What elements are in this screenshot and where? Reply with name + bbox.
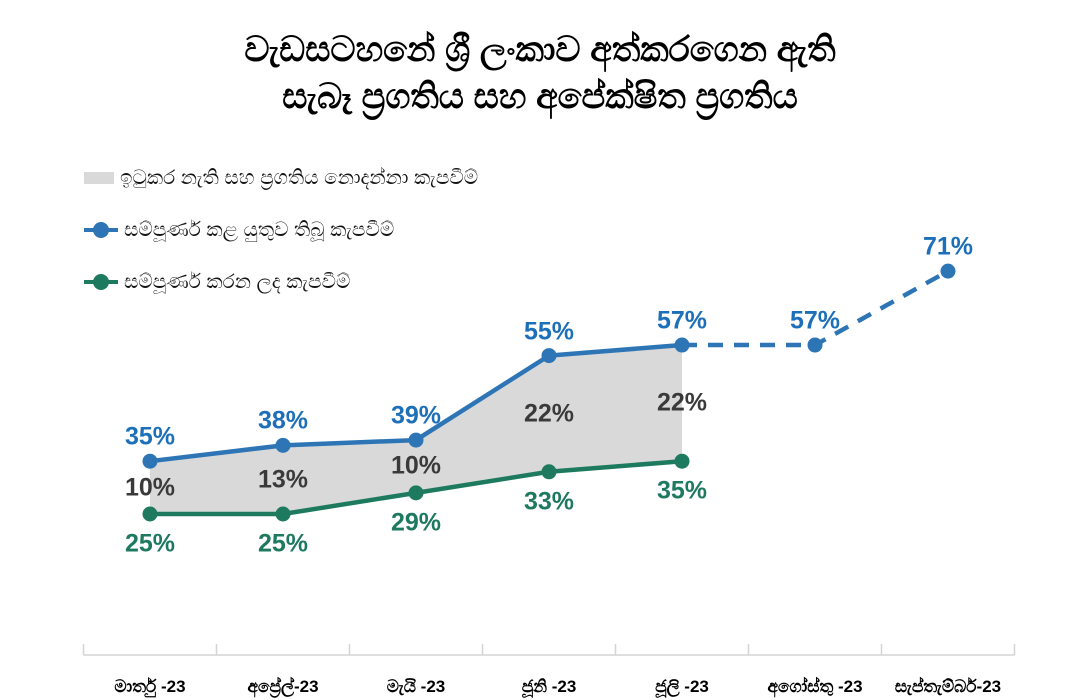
planned-point-6 [940,263,956,279]
completed-value-label-4: 35% [656,476,708,505]
x-axis-label-6: සැප්තැම්බර්-23 [894,677,1002,696]
completed-value-label-3: 33% [523,487,575,516]
legend-line-dot-icon [84,273,118,291]
planned-value-label-4: 57% [656,306,708,335]
planned-point-0 [142,453,158,469]
planned-point-5 [807,337,823,353]
completed-point-4 [674,453,690,469]
gap-value-label-1: 13% [257,465,309,494]
legend: ඉටුකර නැති සහ ප්‍රගතිය නොදන්නා කැපවීම් සම… [84,152,478,308]
chart-title: වැඩසටහනේ ශ්‍රී ලංකාව අත්කරගෙන ඇති සැබෑ ප… [0,26,1080,120]
legend-label-planned: සම්පූර්ණ කළ යුතුව තිබූ කැපවීම් [124,218,395,241]
gap-value-label-2: 10% [390,451,442,480]
planned-point-4 [674,337,690,353]
legend-label-unfinished-unknown: ඉටුකර නැති සහ ප්‍රගතිය නොදන්නා කැපවීම් [120,166,479,189]
x-axis-label-2: මැයි -23 [386,677,446,696]
planned-point-2 [408,432,424,448]
planned-value-label-6: 71% [922,232,974,261]
x-axis-label-5: අගෝස්තු -23 [767,677,863,696]
planned-value-label-3: 55% [523,317,575,346]
completed-point-2 [408,485,424,501]
completed-point-0 [142,506,158,522]
planned-value-label-2: 39% [390,401,442,430]
legend-item-planned: සම්පූර්ණ කළ යුතුව තිබූ කැපවීම් [84,204,478,256]
legend-item-completed: සම්පූර්ණ කරන ලද කැපවීම් [84,256,478,308]
completed-value-label-1: 25% [257,529,309,558]
legend-label-completed: සම්පූර්ණ කරන ලද කැපවීම් [124,270,351,293]
completed-value-label-2: 29% [390,508,442,537]
completed-point-1 [275,506,291,522]
gap-value-label-4: 22% [656,388,708,417]
planned-point-1 [275,437,291,453]
gap-value-label-3: 22% [523,399,575,428]
planned-point-3 [541,348,557,364]
legend-dot-icon [93,274,109,290]
completed-point-3 [541,464,557,480]
x-axis-label-0: මාර්තු -23 [114,677,186,696]
legend-dot-icon [93,222,109,238]
completed-value-label-0: 25% [124,529,176,558]
planned-value-label-5: 57% [789,306,841,335]
x-axis-label-4: ජූලි -23 [655,677,709,696]
legend-line-dot-icon [84,221,118,239]
chart-title-line2: සැබෑ ප්‍රගතිය සහ අපේක්ෂිත ප්‍රගතිය [282,77,798,116]
gap-value-label-0: 10% [124,473,176,502]
legend-area-swatch-icon [84,172,114,184]
chart-title-line1: වැඩසටහනේ ශ්‍රී ලංකාව අත්කරගෙන ඇති [244,30,836,69]
x-axis-label-1: අප්‍රේල්-23 [247,677,319,696]
planned-value-label-0: 35% [124,422,176,451]
x-axis-label-3: ජූනි -23 [521,677,577,696]
planned-value-label-1: 38% [257,406,309,435]
legend-item-unfinished-unknown: ඉටුකර නැති සහ ප්‍රගතිය නොදන්නා කැපවීම් [84,152,478,204]
